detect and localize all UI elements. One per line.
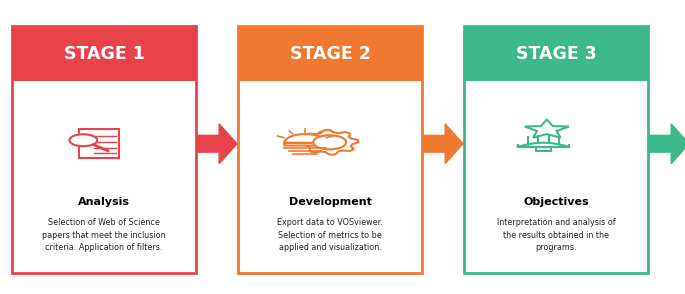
Text: STAGE 2: STAGE 2 bbox=[290, 45, 371, 63]
Text: Interpretation and analysis of
the results obtained in the
programs.: Interpretation and analysis of the resul… bbox=[497, 218, 616, 252]
FancyBboxPatch shape bbox=[12, 26, 196, 81]
FancyBboxPatch shape bbox=[464, 26, 648, 273]
FancyBboxPatch shape bbox=[464, 26, 648, 81]
Text: Export data to VOSviewer.
Selection of metrics to be
applied and visualization.: Export data to VOSviewer. Selection of m… bbox=[277, 218, 383, 252]
Circle shape bbox=[69, 134, 97, 146]
Polygon shape bbox=[197, 124, 237, 163]
Circle shape bbox=[313, 135, 346, 149]
Text: Selection of Web of Science
papers that meet the inclusion
criteria. Application: Selection of Web of Science papers that … bbox=[42, 218, 166, 252]
Polygon shape bbox=[423, 124, 463, 163]
Text: STAGE 1: STAGE 1 bbox=[64, 45, 145, 63]
Polygon shape bbox=[649, 124, 685, 163]
FancyBboxPatch shape bbox=[79, 129, 119, 158]
FancyBboxPatch shape bbox=[238, 26, 422, 81]
FancyBboxPatch shape bbox=[12, 26, 196, 273]
Polygon shape bbox=[301, 130, 358, 155]
Polygon shape bbox=[525, 120, 569, 138]
FancyBboxPatch shape bbox=[238, 26, 422, 273]
Text: Development: Development bbox=[289, 197, 371, 207]
Text: Analysis: Analysis bbox=[78, 197, 130, 207]
Polygon shape bbox=[284, 134, 325, 146]
Text: Objectives: Objectives bbox=[523, 197, 589, 207]
Text: STAGE 3: STAGE 3 bbox=[516, 45, 597, 63]
